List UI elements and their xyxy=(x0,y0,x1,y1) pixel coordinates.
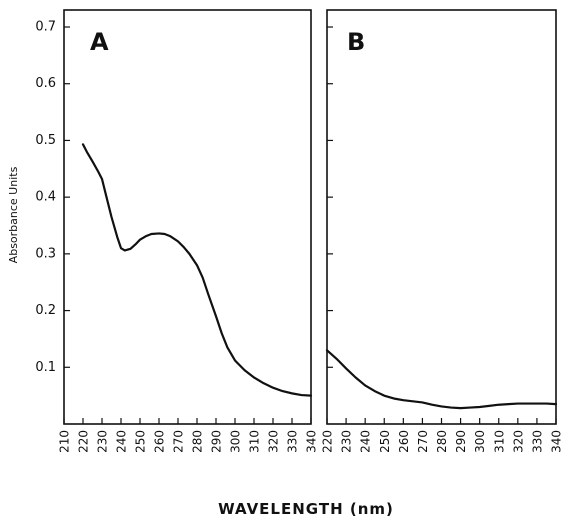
panel-a-x-tick-label-320: 320 xyxy=(267,430,281,453)
panel-b-series-line-0 xyxy=(325,349,558,410)
panel-b-x-tick-label-300: 300 xyxy=(473,430,487,453)
panel-b-label: B xyxy=(347,28,365,56)
panel-a-x-tick-label-300: 300 xyxy=(229,430,243,453)
panel-a-label: A xyxy=(90,28,109,56)
panel-a-x-tick-label-280: 280 xyxy=(191,430,205,453)
panel-a-y-tick-label-0.2: 0.2 xyxy=(35,303,56,318)
panel-a-x-tick-label-260: 260 xyxy=(153,430,167,453)
x-axis-label: WAVELENGTH (nm) xyxy=(218,500,394,518)
panel-a: 210 220 230 240 250 260 270 280 290 300 310 320 330 3… xyxy=(35,9,319,453)
panel-b-x-tick-label-280: 280 xyxy=(435,430,449,453)
panel-b-x-tick-label-310: 310 xyxy=(492,430,506,453)
panel-a-x-tick-label-290: 290 xyxy=(210,430,224,453)
panel-a-x-tick-label-330: 330 xyxy=(286,430,300,453)
panel-b-x-tick-label-320: 320 xyxy=(511,430,525,453)
panel-b-x-tick-label-330: 330 xyxy=(530,430,544,453)
panel-b-x-tick-label-250: 250 xyxy=(378,430,392,453)
panel-a-y-tick-label-0.4: 0.4 xyxy=(35,190,56,205)
panel-a-frame xyxy=(63,9,312,425)
panel-a-x-tick-label-240: 240 xyxy=(115,430,129,453)
panel-a-x-tick-label-270: 270 xyxy=(172,430,186,453)
panel-a-x-tick-label-340: 340 xyxy=(305,430,319,453)
panel-b-x-tick-label-230: 230 xyxy=(340,430,354,453)
panel-b-x-tick-label-340: 340 xyxy=(550,430,561,453)
panel-a-y-tick-label-0.7: 0.7 xyxy=(35,20,56,35)
y-axis-label: Absorbance Units xyxy=(7,166,20,263)
panel-b-x-tick-label-240: 240 xyxy=(359,430,373,453)
panel-a-x-tick-label-210: 210 xyxy=(58,430,72,453)
panel-a-x-tick-label-310: 310 xyxy=(248,430,262,453)
panel-b-x-tick-label-220: 220 xyxy=(321,430,335,453)
panel-a-series-line-0 xyxy=(81,143,313,397)
panel-a-x-tick-label-250: 250 xyxy=(134,430,148,453)
panel-b-x-tick-label-290: 290 xyxy=(454,430,468,453)
panel-a-y-tick-label-0.1: 0.1 xyxy=(35,360,56,375)
panel-a-y-tick-label-0.6: 0.6 xyxy=(35,76,56,91)
panel-a-x-tick-label-220: 220 xyxy=(77,430,91,453)
panel-b-x-tick-label-260: 260 xyxy=(397,430,411,453)
panel-a-y-tick-label-0.3: 0.3 xyxy=(35,246,56,261)
panel-a-y-tick-label-0.5: 0.5 xyxy=(35,133,56,148)
panel-a-x-tick-label-230: 230 xyxy=(96,430,110,453)
panel-b: 220 230 240 250 260 270 280 290 300 310 320 330 340 xyxy=(321,9,561,453)
panel-b-x-tick-label-270: 270 xyxy=(416,430,430,453)
